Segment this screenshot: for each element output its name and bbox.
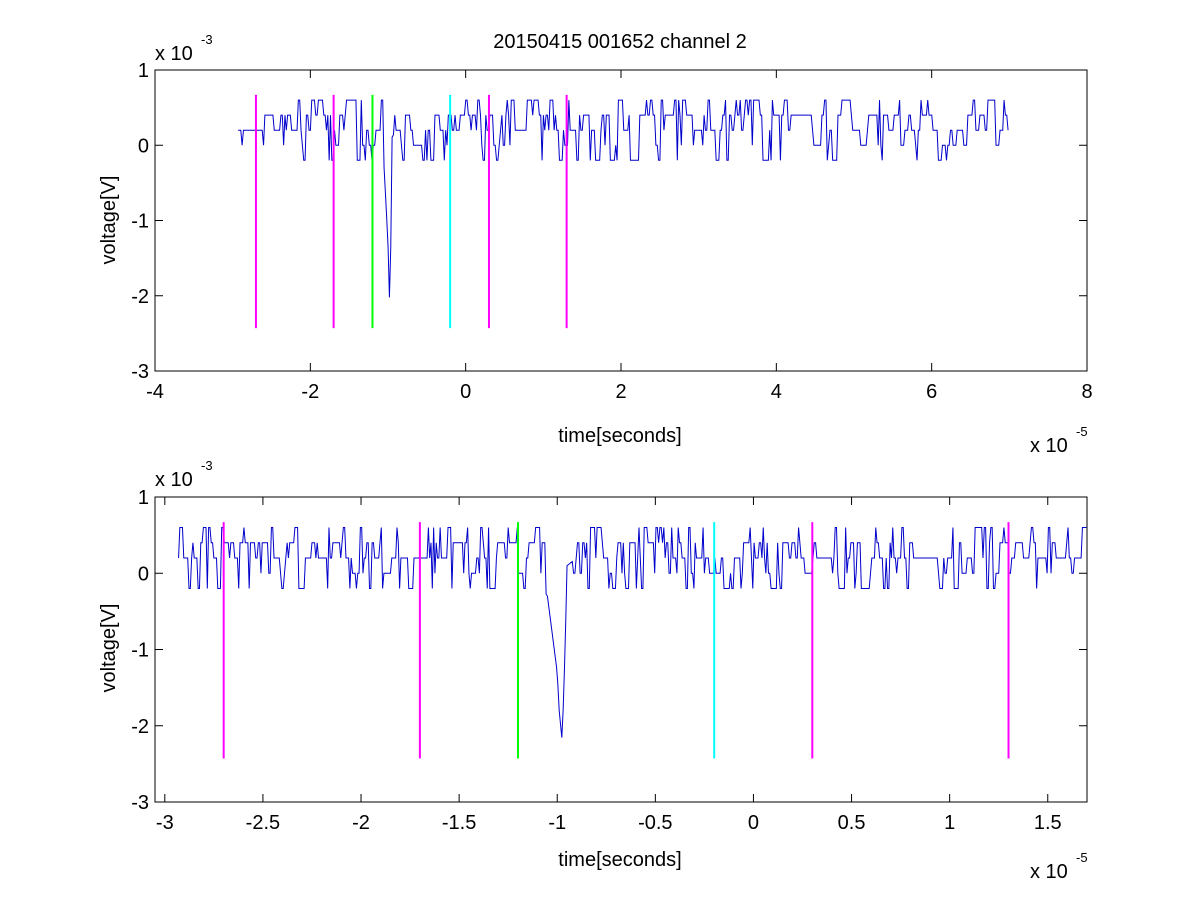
bottom-x-exponent-power: -5 (1076, 850, 1088, 865)
top-y-exponent-base: x 10 (155, 43, 193, 65)
top-x-tick-label: 4 (771, 381, 782, 403)
top-x-tick-label: 8 (1081, 381, 1092, 403)
bottom-y-exponent-power: -3 (201, 458, 213, 473)
top-y-tick-label: -2 (131, 286, 149, 308)
bottom-x-tick-label: -1.5 (442, 812, 476, 834)
bottom-x-exponent-base: x 10 (1030, 861, 1068, 883)
bottom-y-tick-label: 1 (138, 487, 149, 509)
top-x-tick-label: -4 (146, 381, 164, 403)
top-x-axis-label: time[seconds] (558, 425, 681, 447)
bottom-y-exponent-base: x 10 (155, 469, 193, 491)
bottom-x-tick-label: -3 (156, 812, 174, 834)
top-y-axis-label: voltage[V] (98, 176, 120, 265)
top-x-exponent-base: x 10 (1030, 435, 1068, 457)
bottom-y-tick-label: 0 (138, 563, 149, 585)
bottom-x-tick-label: -2.5 (246, 812, 280, 834)
top-x-exponent-power: -5 (1076, 424, 1088, 439)
bottom-x-tick-label: 0 (748, 812, 759, 834)
top-y-tick-label: 1 (138, 60, 149, 82)
top-plot: -4 -2 0 2 4 6 8 -3 -2 -1 0 1 time[seconds] voltage[… (98, 32, 1093, 457)
bottom-y-tick-label: -1 (131, 640, 149, 662)
bottom-x-tick-label: -2 (352, 812, 370, 834)
top-x-tick-label: 6 (926, 381, 937, 403)
bottom-y-tick-label: -3 (131, 792, 149, 814)
bottom-x-tick-label: 0.5 (838, 812, 866, 834)
bottom-y-tick-label: -2 (131, 716, 149, 738)
bottom-x-tick-label: -0.5 (638, 812, 672, 834)
top-x-tick-label: 2 (615, 381, 626, 403)
top-x-tick-label: -2 (301, 381, 319, 403)
top-x-tick-label: 0 (460, 381, 471, 403)
top-y-tick-label: -3 (131, 361, 149, 383)
bottom-plot-ticks: -3 -2.5 -2 -1.5 -1 -0.5 0 0.5 1 1.5 -3 -2 -1 0 1 (131, 487, 1087, 834)
top-y-tick-label: 0 (138, 135, 149, 157)
bottom-x-tick-label: -1 (548, 812, 566, 834)
bottom-x-tick-label: 1 (944, 812, 955, 834)
bottom-plot: -3 -2.5 -2 -1.5 -1 -0.5 0 0.5 1 1.5 -3 -2 -1 0 1 time[… (98, 458, 1088, 883)
figure-title: 20150415 001652 channel 2 (493, 31, 747, 53)
top-plot-data (238, 94, 1009, 329)
bottom-plot-data (178, 522, 1087, 759)
top-y-tick-label: -1 (131, 211, 149, 233)
bottom-x-tick-label: 1.5 (1034, 812, 1062, 834)
top-signal-line (238, 99, 1009, 298)
top-plot-ticks: -4 -2 0 2 4 6 8 -3 -2 -1 0 1 (131, 60, 1092, 403)
bottom-x-axis-label: time[seconds] (558, 849, 681, 871)
bottom-signal-line (178, 527, 1087, 738)
top-y-exponent-power: -3 (201, 32, 213, 47)
bottom-y-axis-label: voltage[V] (98, 604, 120, 693)
